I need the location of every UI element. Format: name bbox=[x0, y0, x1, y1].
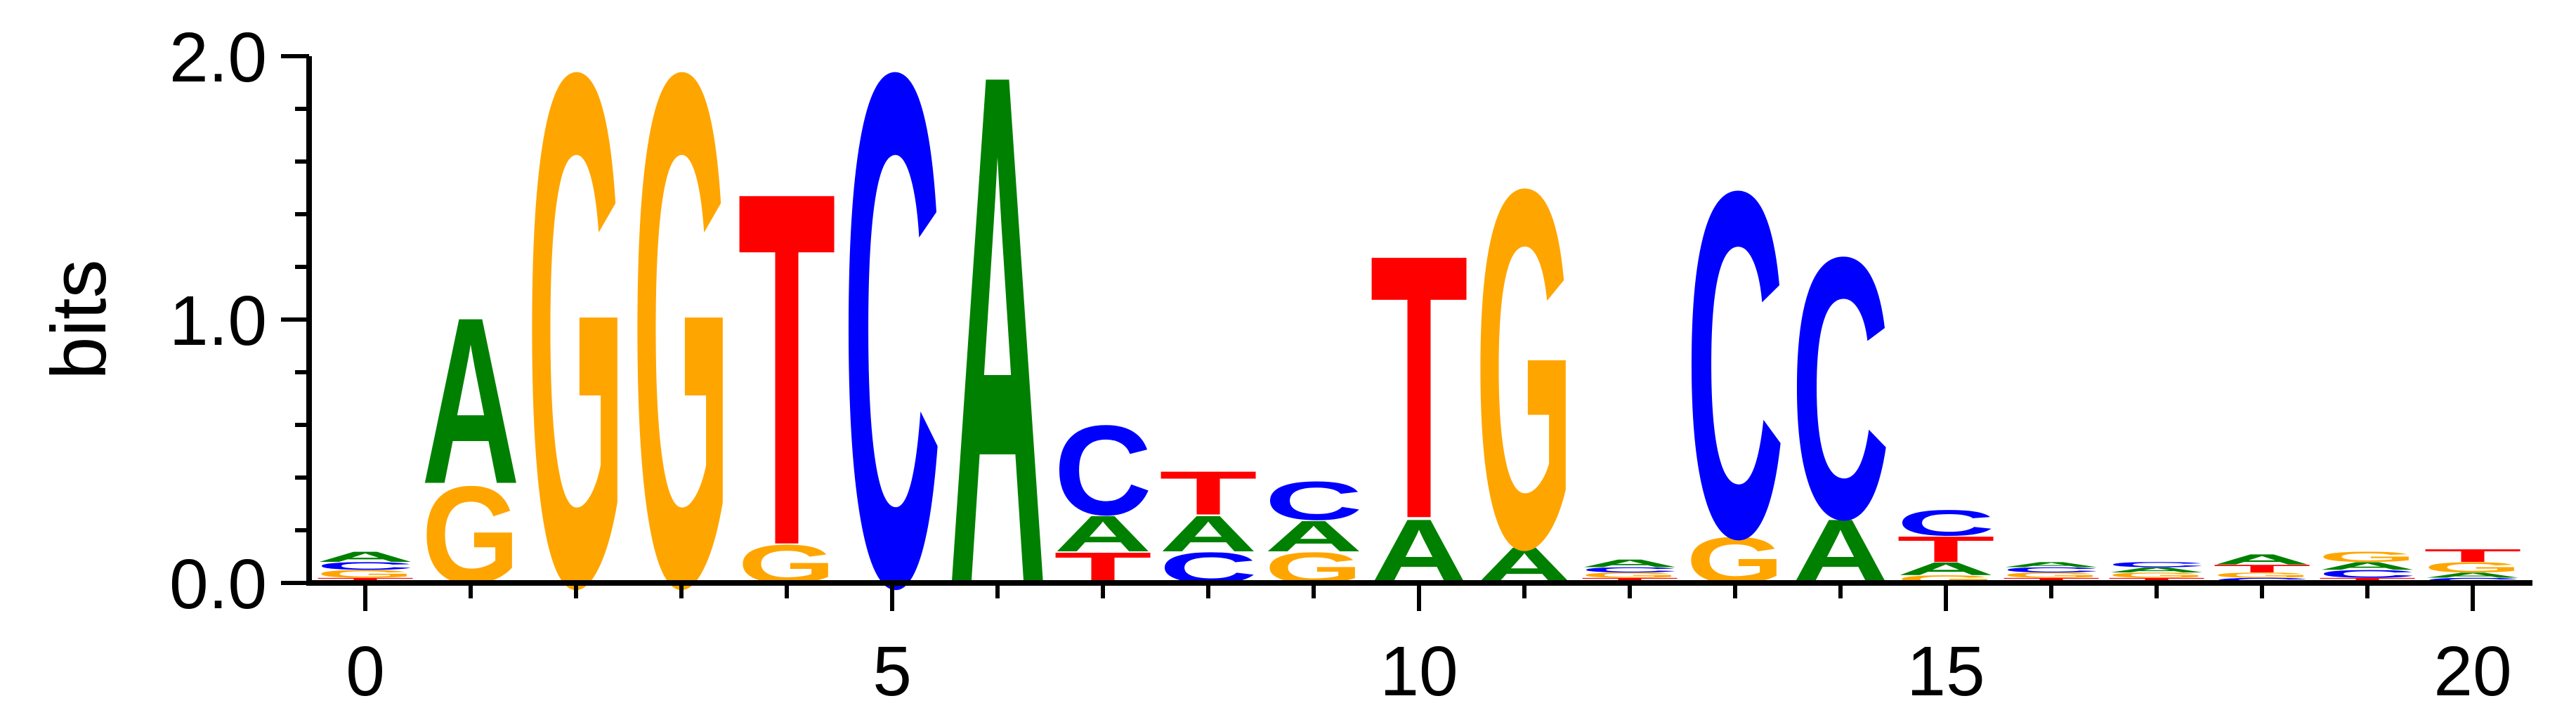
logo-letter-A: A bbox=[2002, 560, 2100, 569]
x-ticks: 0 5 10 15 20 bbox=[346, 583, 2512, 711]
y-tick-label: 1.0 bbox=[169, 282, 267, 360]
logo-letter-C: C bbox=[1897, 503, 1995, 544]
logo-letter-A: A bbox=[2318, 560, 2417, 572]
logo-letter-C: C bbox=[1791, 179, 1890, 596]
logo-letter-C: C bbox=[2002, 566, 2100, 575]
x-tick-label: 5 bbox=[872, 632, 912, 711]
logo-letter-A: A bbox=[2424, 571, 2522, 579]
logo-letter-A: A bbox=[1159, 505, 1257, 563]
logo-letter-G: G bbox=[2318, 549, 2417, 565]
logo-letter-C: C bbox=[316, 560, 414, 572]
logo-letter-C: C bbox=[1054, 399, 1152, 542]
logo-letter-C: C bbox=[2318, 568, 2417, 580]
logo-letter-G: G bbox=[1581, 571, 1679, 579]
logo-letter-A: A bbox=[1897, 558, 1995, 579]
y-axis-label: bits bbox=[36, 259, 122, 379]
logo-letter-C: C bbox=[1581, 566, 1679, 575]
y-tick-label: 2.0 bbox=[169, 18, 267, 97]
logo-letter-T: T bbox=[2424, 545, 2522, 565]
logo-letter-T: T bbox=[1897, 529, 1995, 570]
x-tick-label: 10 bbox=[1380, 632, 1458, 711]
logo-letter-A: A bbox=[2213, 551, 2311, 567]
x-tick-label: 15 bbox=[1907, 632, 1985, 711]
x-tick-label: 0 bbox=[346, 632, 385, 711]
logo-letter-T: T bbox=[1370, 177, 1468, 597]
letter-stacks: TGCAGAGGGTCATACCATGACATAGTGCAGCACGATCTGC… bbox=[316, 0, 2522, 722]
logo-letter-A: A bbox=[316, 549, 414, 565]
x-tick-label: 20 bbox=[2433, 632, 2511, 711]
logo-letter-A: A bbox=[2107, 566, 2206, 575]
logo-letter-T: T bbox=[738, 87, 836, 651]
logo-letter-G: G bbox=[632, 0, 731, 722]
logo-letter-T: T bbox=[2213, 563, 2311, 575]
logo-letter-G: G bbox=[2213, 571, 2311, 579]
logo-letter-G: G bbox=[2424, 559, 2522, 575]
logo-letter-G: G bbox=[1475, 82, 1574, 655]
logo-letter-A: A bbox=[1054, 505, 1152, 563]
logo-letter-A: A bbox=[948, 0, 1047, 722]
y-tick-label: 0.0 bbox=[169, 545, 267, 624]
logo-letter-A: A bbox=[421, 268, 520, 534]
logo-letter-C: C bbox=[2107, 560, 2206, 569]
logo-letter-C: C bbox=[843, 0, 941, 722]
y-ticks: 0.0 1.0 2.0 bbox=[169, 18, 309, 624]
logo-letter-G: G bbox=[2107, 571, 2206, 579]
logo-letter-G: G bbox=[316, 567, 414, 579]
logo-letter-A: A bbox=[1264, 512, 1363, 561]
logo-letter-C: C bbox=[1264, 471, 1363, 532]
logo-letter-C: C bbox=[1686, 89, 1784, 641]
logo-letter-G: G bbox=[527, 0, 625, 722]
logo-letter-T: T bbox=[1159, 458, 1257, 527]
logo-letter-G: G bbox=[2002, 571, 2100, 579]
logo-letter-A: A bbox=[1581, 558, 1679, 570]
